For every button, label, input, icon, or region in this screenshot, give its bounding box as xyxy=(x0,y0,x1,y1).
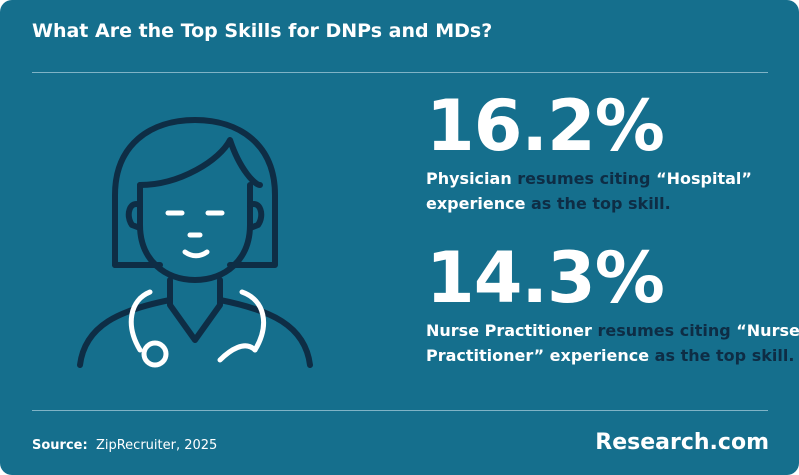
divider xyxy=(32,410,768,411)
description-segment: Nurse Practitioner xyxy=(426,321,592,340)
description-segment: experience xyxy=(426,194,526,213)
stat: 16.2% Physician resumes citing “Hospital”… xyxy=(426,86,752,216)
brand: Research.com xyxy=(595,430,769,455)
divider xyxy=(32,72,768,73)
description-segment: resumes citing xyxy=(511,169,657,188)
source-label: Source: xyxy=(32,438,88,453)
stat-value: 14.3% xyxy=(426,237,665,319)
stat-description-line: Nurse Practitioner resumes citing “Nurse xyxy=(426,318,799,343)
description-segment: as the top skill. xyxy=(525,194,671,213)
description-segment: resumes citing xyxy=(591,321,737,340)
title: What Are the Top Skills for DNPs and MDs… xyxy=(32,20,493,42)
description-segment: Practitioner” experience xyxy=(426,346,650,365)
stat-description-line: Physician resumes citing “Hospital” xyxy=(426,166,752,191)
description-segment: as the top skill. xyxy=(649,346,795,365)
source: Source: ZipRecruiter, 2025 xyxy=(32,438,217,453)
stat: 14.3% Nurse Practitioner resumes citing “… xyxy=(426,238,799,368)
stat-description-line: Practitioner” experience as the top skil… xyxy=(426,343,799,368)
stat-description-line: experience as the top skill. xyxy=(426,191,752,216)
description-segment: “Nurse xyxy=(736,321,799,340)
description-segment: “Hospital” xyxy=(656,169,752,188)
nurse-icon xyxy=(77,117,313,368)
description-segment: Physician xyxy=(426,169,512,188)
stat-value: 16.2% xyxy=(426,85,665,167)
source-text: ZipRecruiter, 2025 xyxy=(95,438,218,453)
